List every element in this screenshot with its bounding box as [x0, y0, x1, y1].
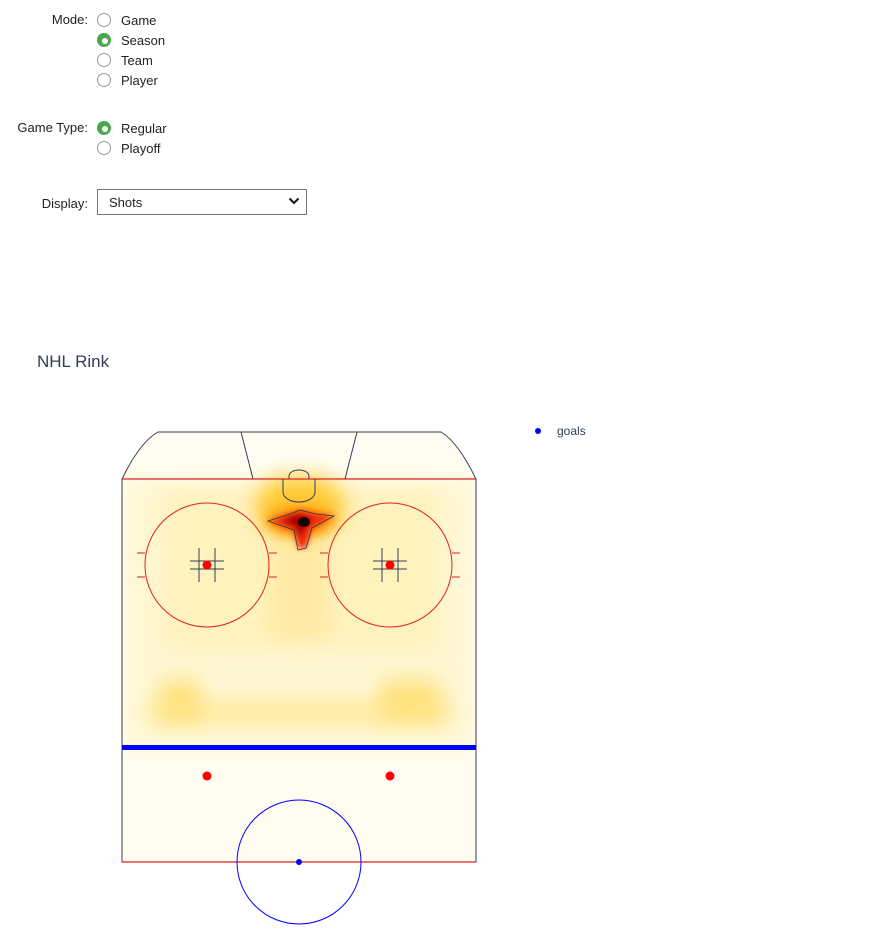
- legend-goals-label: goals: [557, 424, 586, 438]
- trapezoid-left: [240, 431, 254, 480]
- chart-legend[interactable]: goals: [535, 424, 586, 438]
- chevron-down-icon: [288, 197, 300, 205]
- game-type-option-regular[interactable]: Regular: [97, 118, 167, 138]
- mode-option-season-label: Season: [121, 32, 166, 48]
- radio-player[interactable]: [97, 73, 111, 87]
- neutral-zone-dot-right: [385, 771, 395, 781]
- goal-net: [288, 469, 310, 479]
- mode-option-team[interactable]: Team: [97, 50, 153, 70]
- display-label: Display:: [41, 196, 88, 211]
- radio-regular[interactable]: [97, 121, 111, 135]
- blue-line: [122, 745, 476, 750]
- chart-title: NHL Rink: [37, 352, 110, 371]
- neutral-zone-dot-left: [202, 771, 212, 781]
- shot-heatmap: [122, 432, 476, 862]
- faceoff-circle-left: [137, 502, 277, 628]
- game-type-option-playoff[interactable]: Playoff: [97, 138, 161, 158]
- radio-game[interactable]: [97, 13, 111, 27]
- mode-option-player-label: Player: [121, 72, 158, 88]
- display-select[interactable]: Shots: [97, 189, 307, 215]
- game-type-label: Game Type:: [17, 120, 88, 135]
- faceoff-dot: [202, 560, 212, 570]
- mode-option-game[interactable]: Game: [97, 10, 156, 30]
- center-faceoff-circle: [236, 799, 362, 925]
- mode-option-season[interactable]: Season: [97, 30, 165, 50]
- mode-option-game-label: Game: [121, 12, 157, 28]
- mode-option-team-label: Team: [121, 52, 153, 68]
- goal-crease: [282, 479, 316, 503]
- radio-season[interactable]: [97, 33, 111, 47]
- mode-label: Mode:: [51, 12, 88, 27]
- mode-option-player[interactable]: Player: [97, 70, 158, 90]
- display-select-value: Shots: [109, 194, 143, 210]
- radio-team[interactable]: [97, 53, 111, 67]
- faceoff-dot: [385, 560, 395, 570]
- faceoff-circle-right: [320, 502, 460, 628]
- legend-goals-marker: [535, 428, 541, 434]
- game-type-option-playoff-label: Playoff: [121, 140, 161, 156]
- radio-playoff[interactable]: [97, 141, 111, 155]
- center-faceoff-dot: [296, 859, 302, 865]
- game-type-option-regular-label: Regular: [121, 120, 167, 136]
- trapezoid-right: [344, 431, 358, 480]
